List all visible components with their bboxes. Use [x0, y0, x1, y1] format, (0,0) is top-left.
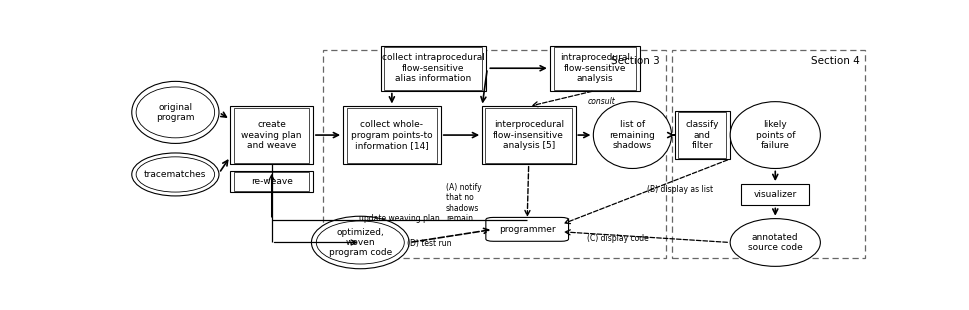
- Bar: [553, 47, 636, 90]
- Ellipse shape: [730, 219, 820, 266]
- Text: (D) test run: (D) test run: [407, 239, 451, 248]
- Bar: [677, 113, 726, 158]
- Bar: [343, 106, 440, 164]
- Text: update weaving plan: update weaving plan: [359, 215, 439, 224]
- Bar: [672, 50, 864, 258]
- Text: Section 4: Section 4: [810, 56, 859, 66]
- Bar: [380, 46, 485, 91]
- FancyBboxPatch shape: [485, 217, 568, 241]
- Text: optimized,
woven
program code: optimized, woven program code: [328, 228, 391, 257]
- Text: (B) display as list: (B) display as list: [646, 185, 713, 194]
- Text: create
weaving plan
and weave: create weaving plan and weave: [241, 120, 301, 150]
- Ellipse shape: [132, 81, 219, 144]
- Text: programmer: programmer: [498, 225, 555, 234]
- Text: re-weave: re-weave: [250, 177, 293, 186]
- Bar: [484, 108, 572, 162]
- Text: Section 3: Section 3: [610, 56, 659, 66]
- Text: collect whole-
program points-to
information [14]: collect whole- program points-to informa…: [351, 120, 432, 150]
- Text: annotated
source code: annotated source code: [747, 233, 801, 252]
- Text: intraprocedural
flow-sensitive
analysis: intraprocedural flow-sensitive analysis: [559, 53, 629, 83]
- Text: original
program: original program: [156, 103, 195, 122]
- Bar: [740, 184, 808, 206]
- Ellipse shape: [593, 102, 671, 169]
- Bar: [549, 46, 640, 91]
- Text: list of
remaining
shadows: list of remaining shadows: [609, 120, 655, 150]
- Ellipse shape: [730, 102, 820, 169]
- Bar: [230, 106, 313, 164]
- Text: collect intraprocedural
flow-sensitive
alias information: collect intraprocedural flow-sensitive a…: [382, 53, 484, 83]
- Text: visualizer: visualizer: [753, 190, 797, 199]
- Bar: [323, 50, 665, 258]
- Bar: [346, 108, 436, 162]
- Bar: [234, 172, 309, 191]
- Text: tracematches: tracematches: [144, 170, 206, 179]
- Text: (A) notify
that no
shadows
remain: (A) notify that no shadows remain: [446, 183, 482, 223]
- Bar: [230, 171, 313, 192]
- Ellipse shape: [311, 216, 409, 269]
- Text: interprocedural
flow-insensitive
analysis [5]: interprocedural flow-insensitive analysi…: [493, 120, 564, 150]
- Text: likely
points of
failure: likely points of failure: [755, 120, 795, 150]
- Text: (C) display code: (C) display code: [586, 234, 648, 243]
- Bar: [384, 47, 482, 90]
- Text: classify
and
filter: classify and filter: [685, 120, 718, 150]
- Ellipse shape: [132, 153, 219, 196]
- Bar: [234, 108, 309, 162]
- Bar: [482, 106, 575, 164]
- Bar: [673, 111, 730, 159]
- Text: consult: consult: [586, 97, 614, 106]
